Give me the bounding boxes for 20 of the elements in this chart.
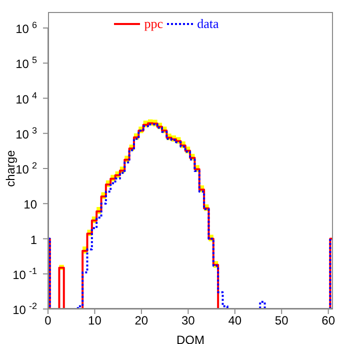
legend-label: data: [197, 16, 219, 32]
y-tick-label: 10$^{2}$: [16, 160, 37, 176]
x-tick-label: 40: [228, 314, 242, 328]
y-tick-label: 10$^{3}$: [16, 124, 37, 142]
legend-label: ppc: [144, 16, 164, 32]
x-tick-label: 60: [322, 314, 336, 328]
y-tick-label: 10$^{6}$: [16, 20, 37, 36]
x-tick-label: 10: [88, 314, 102, 328]
x-axis-title: DOM: [176, 333, 204, 344]
y-tick-label: 10$^{4}$: [16, 90, 37, 106]
y-axis-title: charge: [3, 150, 18, 187]
y-tick-label: 10$^{5}$: [16, 54, 37, 72]
x-tick-label: 20: [134, 314, 148, 328]
x-tick-label: 50: [274, 314, 289, 328]
y-tick-label: 1: [30, 232, 38, 247]
y-tick-label: 10$^{-2}$: [12, 300, 37, 317]
x-tick-label: 30: [181, 314, 196, 328]
y-tick-label: 10$^{-1}$: [12, 265, 37, 282]
x-tick-label: 0: [44, 314, 52, 328]
y-tick-label: 10: [24, 198, 38, 212]
